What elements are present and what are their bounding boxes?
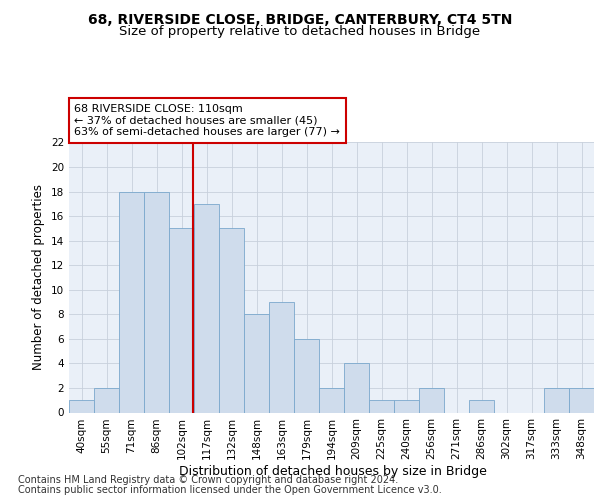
Bar: [219, 228, 244, 412]
Bar: [344, 364, 369, 412]
Bar: [394, 400, 419, 412]
Bar: [569, 388, 594, 412]
Text: 68, RIVERSIDE CLOSE, BRIDGE, CANTERBURY, CT4 5TN: 68, RIVERSIDE CLOSE, BRIDGE, CANTERBURY,…: [88, 12, 512, 26]
Text: Size of property relative to detached houses in Bridge: Size of property relative to detached ho…: [119, 25, 481, 38]
Bar: [419, 388, 444, 412]
Text: Contains public sector information licensed under the Open Government Licence v3: Contains public sector information licen…: [18, 485, 442, 495]
Text: Distribution of detached houses by size in Bridge: Distribution of detached houses by size …: [179, 464, 487, 477]
Bar: [69, 400, 94, 412]
Bar: [119, 192, 144, 412]
Bar: [194, 204, 219, 412]
Bar: [94, 388, 119, 412]
Text: Contains HM Land Registry data © Crown copyright and database right 2024.: Contains HM Land Registry data © Crown c…: [18, 475, 398, 485]
Bar: [169, 228, 194, 412]
Text: 68 RIVERSIDE CLOSE: 110sqm
← 37% of detached houses are smaller (45)
63% of semi: 68 RIVERSIDE CLOSE: 110sqm ← 37% of deta…: [74, 104, 340, 137]
Bar: [469, 400, 494, 412]
Bar: [319, 388, 344, 412]
Bar: [294, 339, 319, 412]
Bar: [144, 192, 169, 412]
Bar: [244, 314, 269, 412]
Y-axis label: Number of detached properties: Number of detached properties: [32, 184, 46, 370]
Bar: [369, 400, 394, 412]
Bar: [544, 388, 569, 412]
Bar: [269, 302, 294, 412]
